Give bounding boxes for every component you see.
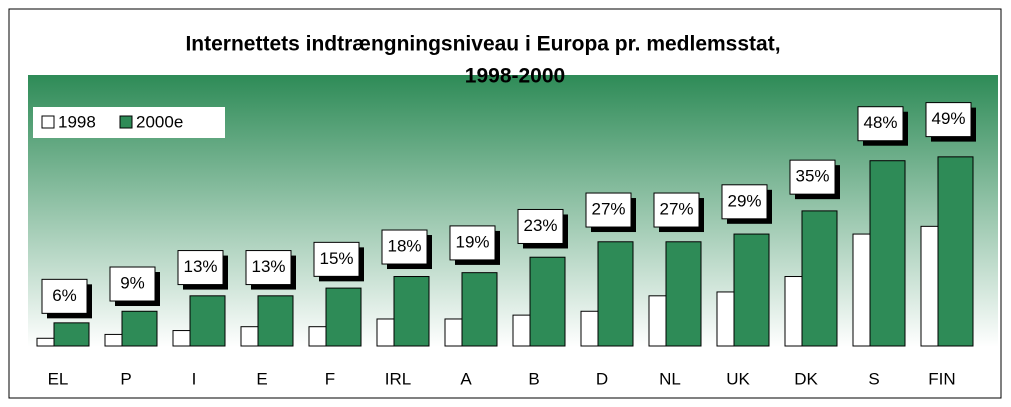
label-box (721, 184, 768, 220)
data-label: 35% (795, 167, 829, 186)
label-box (789, 159, 836, 195)
bar (325, 287, 362, 347)
label-box (517, 208, 564, 244)
legend-label: 1998 (58, 112, 96, 131)
bar (529, 256, 566, 347)
bar (393, 276, 430, 347)
data-label: 27% (591, 200, 625, 219)
bar (852, 233, 871, 347)
x-tick-label: UK (726, 369, 750, 388)
x-tick-label: P (120, 369, 131, 388)
chart-title: Internettets indtrængningsniveau i Europ… (185, 33, 780, 56)
x-tick-label: B (528, 369, 539, 388)
x-tick-label: S (868, 369, 879, 388)
x-tick-label: IRL (385, 369, 411, 388)
legend-swatch (41, 115, 55, 129)
label-box (585, 192, 632, 228)
bar (597, 241, 634, 347)
bar (648, 295, 667, 347)
x-tick-label: A (460, 369, 472, 388)
x-tick-label: FIN (928, 369, 955, 388)
data-label: 13% (183, 257, 217, 276)
x-tick-label: F (325, 369, 335, 388)
data-label: 19% (455, 232, 489, 251)
label-box (925, 102, 972, 138)
label-box (41, 278, 88, 314)
x-tick-label: DK (794, 369, 818, 388)
bar (716, 291, 735, 347)
data-label: 29% (727, 191, 761, 210)
bar (376, 318, 395, 347)
data-label: 6% (52, 286, 77, 305)
bar (920, 225, 939, 347)
data-label: 23% (523, 216, 557, 235)
bar (189, 295, 226, 347)
bar (937, 156, 974, 347)
data-label: 27% (659, 200, 693, 219)
data-label: 48% (863, 113, 897, 132)
bar (104, 333, 123, 347)
label-box (857, 106, 904, 142)
bar (444, 318, 463, 347)
bar (784, 276, 803, 347)
bar (53, 322, 90, 347)
bar (580, 310, 599, 347)
x-tick-label: D (596, 369, 608, 388)
bar (733, 233, 770, 347)
label-box (449, 225, 496, 261)
data-label: 49% (931, 109, 965, 128)
bar (461, 272, 498, 347)
x-tick-label: EL (48, 369, 69, 388)
label-box (177, 250, 224, 286)
bar (308, 326, 327, 347)
x-tick-label: I (192, 369, 197, 388)
data-label: 9% (120, 273, 145, 292)
label-box (653, 192, 700, 228)
bar (665, 241, 702, 347)
label-box (313, 241, 360, 277)
legend-label: 2000e (136, 112, 183, 131)
bar (121, 310, 158, 347)
data-label: 18% (387, 237, 421, 256)
x-tick-label: E (256, 369, 267, 388)
bar (257, 295, 294, 347)
bar (36, 337, 55, 347)
bar (869, 160, 906, 347)
label-box (245, 250, 292, 286)
bar (240, 326, 259, 347)
bar (801, 210, 838, 347)
data-label: 13% (251, 257, 285, 276)
data-label: 15% (319, 249, 353, 268)
label-box (381, 229, 428, 265)
label-box (109, 266, 156, 302)
chart-title: 1998-2000 (465, 65, 565, 88)
bar (172, 330, 191, 347)
x-tick-label: NL (659, 369, 681, 388)
bar (512, 314, 531, 347)
legend-swatch (119, 115, 133, 129)
